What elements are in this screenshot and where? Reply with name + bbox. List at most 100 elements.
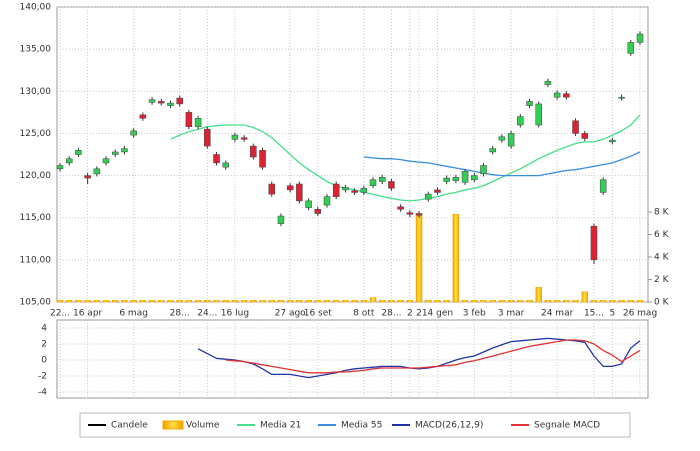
macd-tick-label: 0 xyxy=(41,356,47,366)
candle-body xyxy=(194,118,202,127)
x-tick-label: 26 mag xyxy=(623,309,657,319)
candle-body xyxy=(121,148,128,153)
volume-bar xyxy=(498,300,506,303)
legend-label: Segnale MACD xyxy=(534,421,600,431)
volume-bar xyxy=(535,287,542,303)
moving-average xyxy=(170,114,641,202)
candle-body xyxy=(323,196,331,206)
volume-bar xyxy=(158,300,165,303)
candle-body xyxy=(305,200,312,208)
candle-body xyxy=(314,209,322,214)
candle-body xyxy=(553,92,561,98)
volume-bar xyxy=(93,300,101,303)
x-tick-label: 5 xyxy=(610,309,616,319)
macd-tick-label: 2 xyxy=(41,340,47,350)
volume-bar xyxy=(148,300,156,303)
volume-bar xyxy=(636,300,644,303)
volume-bar xyxy=(250,300,257,303)
y-tick-label: 125,00 xyxy=(20,129,52,139)
volume-bar xyxy=(360,300,368,303)
candle-body xyxy=(167,102,174,106)
candle-body xyxy=(65,158,73,164)
candle-body xyxy=(452,177,460,181)
candle-body xyxy=(130,130,137,136)
volume-bar xyxy=(130,300,137,303)
candle-body xyxy=(480,165,487,175)
x-tick-label: 28... xyxy=(170,309,190,319)
volume-bar xyxy=(259,300,266,303)
candle-body xyxy=(111,151,119,155)
volume-bar xyxy=(286,300,294,303)
volume-bar xyxy=(351,300,358,303)
volume-bar xyxy=(609,300,616,303)
volume-bar xyxy=(425,300,432,303)
x-tick-label: 8 ott xyxy=(353,309,375,319)
candle-body xyxy=(498,136,506,141)
candle-body xyxy=(636,33,644,43)
volume-bar xyxy=(185,300,193,303)
candle-body xyxy=(75,150,82,155)
legend-swatch xyxy=(162,420,184,430)
volume-bar xyxy=(323,300,331,303)
volume-bar xyxy=(526,300,533,303)
candle-body xyxy=(627,42,635,54)
y2-tick-label: 6 K xyxy=(654,230,670,240)
candle-body xyxy=(507,133,515,147)
volume-bar xyxy=(471,300,478,303)
candle-body xyxy=(535,103,542,126)
volume-bar xyxy=(378,300,386,303)
x-tick-label: 16 lug xyxy=(221,309,249,319)
macd-tick-label: 4 xyxy=(41,324,47,334)
candle-body xyxy=(471,175,478,181)
candle-body xyxy=(56,165,64,170)
volume-bar xyxy=(231,300,239,303)
candle-body xyxy=(618,96,625,99)
volume-bar xyxy=(480,300,487,303)
volume-bar xyxy=(332,300,340,303)
y-tick-label: 135,00 xyxy=(20,45,52,55)
x-tick-label: 28... xyxy=(381,309,401,319)
moving-average xyxy=(363,151,641,177)
candle-body xyxy=(434,189,441,193)
macd-tick-label: -2 xyxy=(38,372,47,382)
volume-bar xyxy=(553,300,561,303)
candle-body xyxy=(360,187,368,193)
candle-body xyxy=(517,116,524,126)
candle-body xyxy=(240,137,248,140)
candle-body xyxy=(526,101,533,106)
candle-body xyxy=(185,112,193,127)
y2-tick-label: 0 K xyxy=(654,298,670,308)
macd-panel xyxy=(56,319,649,399)
candle-body xyxy=(231,134,239,140)
volume-bar xyxy=(296,300,303,303)
candle-body xyxy=(544,80,552,85)
volume-bar xyxy=(544,300,552,303)
price-panel xyxy=(56,6,649,303)
volume-bar xyxy=(277,300,285,303)
legend-label: Volume xyxy=(186,421,220,431)
volume-bar xyxy=(369,297,377,303)
volume-bar xyxy=(590,300,598,303)
y-tick-label: 115,00 xyxy=(20,213,52,223)
volume-bar xyxy=(305,300,312,303)
volume-bar xyxy=(213,300,220,303)
legend-label: Candele xyxy=(111,421,148,431)
volume-bar xyxy=(84,300,91,303)
volume-bar xyxy=(618,300,625,303)
candle-body xyxy=(590,225,598,261)
volume-bar xyxy=(507,300,515,303)
candle-body xyxy=(489,148,496,153)
volume-bar xyxy=(627,300,635,303)
volume-bar xyxy=(176,300,183,303)
y2-tick-label: 2 K xyxy=(654,275,670,285)
candle-body xyxy=(84,175,91,179)
volume-bar xyxy=(563,300,570,303)
candle-body xyxy=(176,97,183,105)
volume-bar xyxy=(452,214,460,303)
candle-body xyxy=(102,158,110,164)
x-tick-label: 2 xyxy=(416,309,422,319)
volume-bar xyxy=(240,300,248,303)
volume-bar xyxy=(75,300,82,303)
x-tick-label: 2 xyxy=(407,309,413,319)
